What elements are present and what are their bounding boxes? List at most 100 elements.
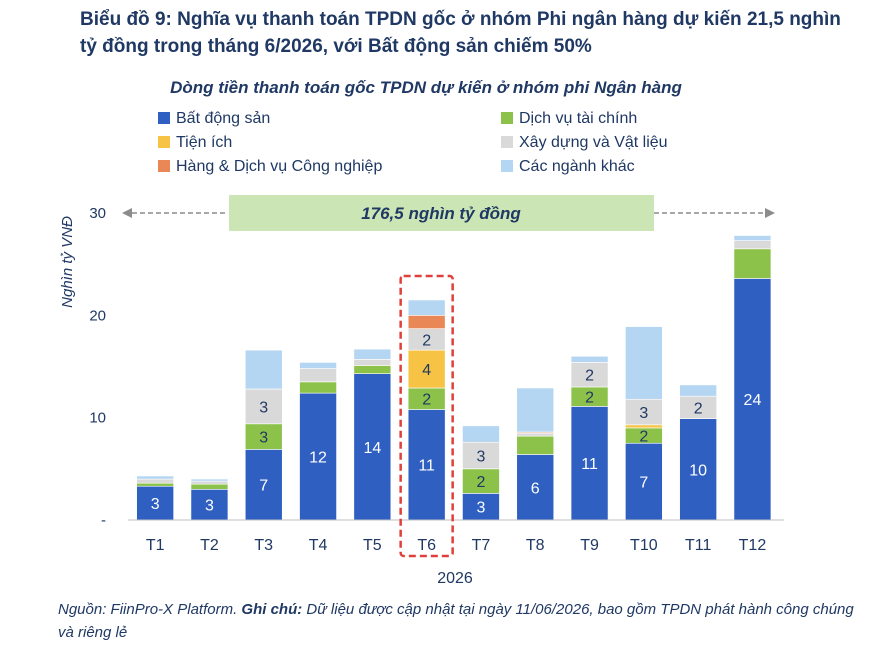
- bar-data-label: 2: [585, 368, 594, 385]
- chart-title: Dòng tiền thanh toán gốc TPDN dự kiến ở …: [170, 78, 682, 97]
- bar-segment: [516, 454, 555, 521]
- bar-data-label: 10: [689, 462, 707, 479]
- bar-segment: [625, 424, 663, 429]
- bar-segment: [190, 478, 229, 482]
- bar-segment: [570, 355, 609, 363]
- legend-swatch-5: [501, 160, 513, 172]
- x-tick-label: T1: [146, 537, 165, 554]
- y-tick-label: 10: [89, 410, 106, 427]
- highlight-box: [399, 274, 454, 558]
- bar-segment: [733, 240, 772, 250]
- bar-segment: [462, 441, 500, 470]
- x-axis-label: 2026: [437, 570, 473, 587]
- bar-data-label: 3: [639, 405, 648, 422]
- total-annotation: 176,5 nghìn tỷ đồng: [122, 195, 775, 231]
- x-tick-label: T11: [685, 537, 711, 554]
- bar-segment: [353, 348, 392, 360]
- bar-data-label: 7: [639, 475, 648, 492]
- bar-segment: [299, 381, 337, 394]
- bar-data-label: 3: [476, 500, 485, 517]
- bar-segment: [733, 235, 772, 241]
- bar-segment: [407, 349, 446, 389]
- bar-data-label: 2: [422, 332, 431, 349]
- bar-segment: [733, 278, 772, 521]
- x-tick-label: T7: [472, 537, 491, 554]
- bar-segment: [733, 248, 772, 279]
- legend-label-3: Xây dựng và Vật liệu: [519, 134, 668, 151]
- y-tick-label: 30: [89, 205, 106, 222]
- bar-data-label: 4: [422, 362, 431, 379]
- bar-segment: [625, 398, 663, 426]
- annotation-box: [229, 195, 654, 231]
- source-note: Nguồn: FiinPro-X Platform. Ghi chú: Dữ l…: [58, 598, 858, 644]
- bar-segment: [244, 349, 283, 390]
- y-tick-label: -: [101, 512, 106, 529]
- bar-data-label: 3: [151, 496, 160, 513]
- bar-data-label: 3: [259, 430, 268, 447]
- x-tick-label: T9: [580, 537, 599, 554]
- bar-segment: [679, 384, 717, 397]
- legend-label-0: Bất động sản: [176, 110, 270, 127]
- bar-data-label: 3: [205, 498, 214, 515]
- bar-segment: [299, 368, 337, 383]
- bar-segment: [190, 480, 229, 485]
- bar-segment: [136, 475, 174, 480]
- x-tick-label: T3: [254, 537, 273, 554]
- bar-segment: [299, 362, 337, 369]
- bar-segment: [462, 425, 500, 443]
- bar-data-label: 11: [581, 456, 598, 473]
- note-label: Ghi chú:: [241, 601, 303, 618]
- bar-data-label: 12: [309, 450, 327, 467]
- bar-data-label: 2: [422, 392, 431, 409]
- bar-segment: [190, 483, 229, 490]
- arrow-right-icon: [765, 208, 775, 218]
- bar-data-label: 3: [476, 449, 485, 466]
- x-tick-label: T10: [630, 537, 658, 554]
- bar-segment: [136, 478, 174, 484]
- bar-data-label: 2: [694, 400, 703, 417]
- legend-label-4: Hàng & Dịch vụ Công nghiệp: [176, 158, 382, 175]
- bar-segment: [516, 435, 555, 455]
- annotation-text: 176,5 nghìn tỷ đồng: [361, 204, 521, 223]
- bar-data-label: 3: [259, 399, 268, 416]
- bar-segment: [516, 432, 555, 437]
- bar-segment: [462, 468, 500, 494]
- x-tick-label: T8: [526, 537, 545, 554]
- x-tick-label: T12: [739, 537, 767, 554]
- x-tick-label: T6: [417, 537, 436, 554]
- bar-segment: [407, 409, 446, 521]
- x-tick-label: T5: [363, 537, 382, 554]
- legend-swatch-3: [501, 136, 513, 148]
- bar-data-label: 7: [259, 478, 268, 495]
- bar-segment: [462, 493, 500, 521]
- bar-data-label: 6: [531, 480, 540, 497]
- bar-data-label: 2: [585, 390, 594, 407]
- bar-segment: [190, 488, 229, 521]
- legend-swatch-0: [158, 112, 170, 124]
- bar-data-label: 14: [363, 440, 381, 457]
- bar-segment: [136, 482, 174, 487]
- chart-legend: Bất động sản Dịch vụ tài chính Tiện ích Xây…: [158, 110, 668, 175]
- note-text: Dữ liệu được cập nhật tại ngày 11/06/202…: [58, 601, 854, 641]
- legend-swatch-4: [158, 160, 170, 172]
- x-tick-label: T4: [309, 537, 328, 554]
- bar-segment: [353, 365, 392, 374]
- y-tick-label: 20: [89, 307, 106, 324]
- bar-segment: [407, 315, 446, 329]
- bar-segment: [679, 418, 717, 521]
- legend-label-2: Tiện ích: [176, 134, 232, 151]
- bar-segment: [570, 362, 609, 388]
- source-text: FiinPro-X Platform.: [110, 601, 238, 618]
- x-tick-label: T2: [200, 537, 219, 554]
- bar-data-label: 11: [418, 458, 435, 475]
- page-title: Biểu đồ 9: Nghĩa vụ thanh toán TPDN gốc …: [80, 9, 841, 57]
- bar-segment: [407, 299, 446, 316]
- bar-segment: [570, 406, 609, 521]
- source-label: Nguồn:: [58, 601, 107, 618]
- bar-segment: [353, 359, 392, 366]
- bar-segment: [516, 387, 555, 433]
- bar-segment: [136, 485, 174, 521]
- bar-data-label: 24: [744, 392, 762, 409]
- y-axis-label: Nghìn tỷ VNĐ: [59, 216, 76, 308]
